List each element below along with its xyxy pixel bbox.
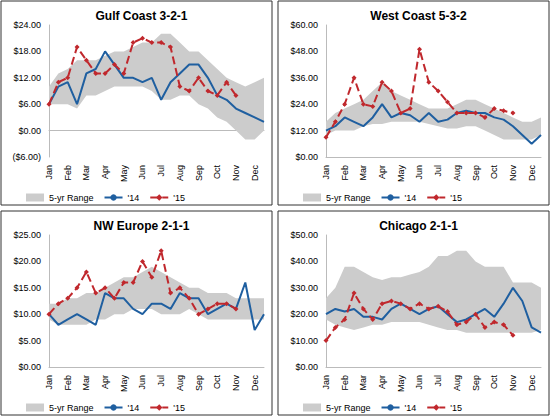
svg-text:Feb: Feb [340, 375, 350, 391]
svg-text:'15: '15 [450, 193, 462, 203]
svg-text:5-yr Range: 5-yr Range [49, 403, 94, 413]
svg-text:$24.00: $24.00 [290, 99, 318, 109]
svg-text:Apr: Apr [377, 165, 387, 179]
svg-text:Mar: Mar [81, 165, 91, 181]
svg-text:'15: '15 [173, 403, 185, 413]
svg-text:Jun: Jun [137, 165, 147, 180]
svg-text:Jan: Jan [321, 375, 331, 390]
svg-text:Gulf Coast 3-2-1: Gulf Coast 3-2-1 [95, 9, 187, 23]
svg-text:Nov: Nov [231, 375, 241, 392]
svg-text:$5.00: $5.00 [18, 336, 41, 346]
svg-text:Mar: Mar [358, 165, 368, 181]
svg-text:May: May [119, 165, 129, 183]
svg-text:NW Europe 2-1-1: NW Europe 2-1-1 [93, 219, 189, 233]
svg-text:'14: '14 [128, 193, 140, 203]
svg-text:Aug: Aug [175, 165, 185, 181]
svg-text:Aug: Aug [452, 165, 462, 181]
svg-text:$24.00: $24.00 [13, 20, 41, 30]
svg-text:Sep: Sep [194, 165, 204, 181]
svg-text:Apr: Apr [100, 165, 110, 179]
svg-text:($6.00): ($6.00) [12, 152, 41, 162]
svg-text:Chicago 2-1-1: Chicago 2-1-1 [379, 219, 458, 233]
svg-text:Jun: Jun [414, 375, 424, 390]
svg-text:$12.00: $12.00 [13, 73, 41, 83]
svg-text:$10.00: $10.00 [290, 336, 318, 346]
svg-text:Sep: Sep [471, 165, 481, 181]
svg-text:Nov: Nov [508, 165, 518, 182]
svg-text:May: May [119, 375, 129, 393]
svg-text:$6.00: $6.00 [18, 99, 41, 109]
svg-text:$25.00: $25.00 [13, 230, 41, 240]
svg-text:West Coast 5-3-2: West Coast 5-3-2 [370, 9, 467, 23]
svg-text:$10.00: $10.00 [13, 309, 41, 319]
svg-text:5-yr Range: 5-yr Range [49, 193, 94, 203]
svg-text:Feb: Feb [63, 375, 73, 391]
svg-text:$20.00: $20.00 [13, 256, 41, 266]
svg-text:$36.00: $36.00 [290, 73, 318, 83]
svg-text:$60.00: $60.00 [290, 20, 318, 30]
svg-text:'14: '14 [405, 403, 417, 413]
svg-text:$30.00: $30.00 [290, 283, 318, 293]
svg-text:Jul: Jul [433, 165, 443, 177]
svg-text:'15: '15 [173, 193, 185, 203]
svg-text:Sep: Sep [194, 375, 204, 391]
svg-text:5-yr Range: 5-yr Range [326, 193, 371, 203]
svg-text:$48.00: $48.00 [290, 46, 318, 56]
svg-text:'15: '15 [450, 403, 462, 413]
svg-text:Nov: Nov [508, 375, 518, 392]
svg-text:Apr: Apr [377, 375, 387, 389]
svg-text:$20.00: $20.00 [290, 309, 318, 319]
svg-text:May: May [396, 165, 406, 183]
svg-text:$0.00: $0.00 [18, 126, 41, 136]
svg-text:Oct: Oct [489, 375, 499, 390]
svg-text:Aug: Aug [452, 375, 462, 391]
svg-text:$0.00: $0.00 [295, 362, 318, 372]
svg-text:May: May [396, 375, 406, 393]
svg-text:Jun: Jun [414, 165, 424, 180]
svg-text:Nov: Nov [231, 165, 241, 182]
svg-text:Dec: Dec [250, 165, 260, 182]
svg-text:$0.00: $0.00 [295, 152, 318, 162]
svg-text:Oct: Oct [212, 165, 222, 180]
svg-text:'14: '14 [405, 193, 417, 203]
svg-text:Jul: Jul [433, 375, 443, 387]
svg-text:Mar: Mar [81, 375, 91, 391]
svg-text:Feb: Feb [63, 165, 73, 181]
svg-text:Jun: Jun [137, 375, 147, 390]
svg-text:$12.00: $12.00 [290, 126, 318, 136]
svg-text:Oct: Oct [212, 375, 222, 390]
svg-text:Jul: Jul [156, 375, 166, 387]
svg-text:Oct: Oct [489, 165, 499, 180]
svg-text:$18.00: $18.00 [13, 46, 41, 56]
svg-text:$50.00: $50.00 [290, 230, 318, 240]
svg-text:Sep: Sep [471, 375, 481, 391]
svg-text:Jan: Jan [44, 165, 54, 180]
svg-text:Aug: Aug [175, 375, 185, 391]
svg-text:Jul: Jul [156, 165, 166, 177]
svg-text:$40.00: $40.00 [290, 256, 318, 266]
svg-text:$0.00: $0.00 [18, 362, 41, 372]
svg-text:$15.00: $15.00 [13, 283, 41, 293]
svg-text:Jan: Jan [44, 375, 54, 390]
svg-text:Dec: Dec [527, 165, 537, 182]
svg-text:Dec: Dec [527, 375, 537, 392]
svg-text:Jan: Jan [321, 165, 331, 180]
svg-text:Dec: Dec [250, 375, 260, 392]
svg-text:5-yr Range: 5-yr Range [326, 403, 371, 413]
svg-text:'14: '14 [128, 403, 140, 413]
svg-text:Mar: Mar [358, 375, 368, 391]
svg-text:Feb: Feb [340, 165, 350, 181]
svg-text:Apr: Apr [100, 375, 110, 389]
